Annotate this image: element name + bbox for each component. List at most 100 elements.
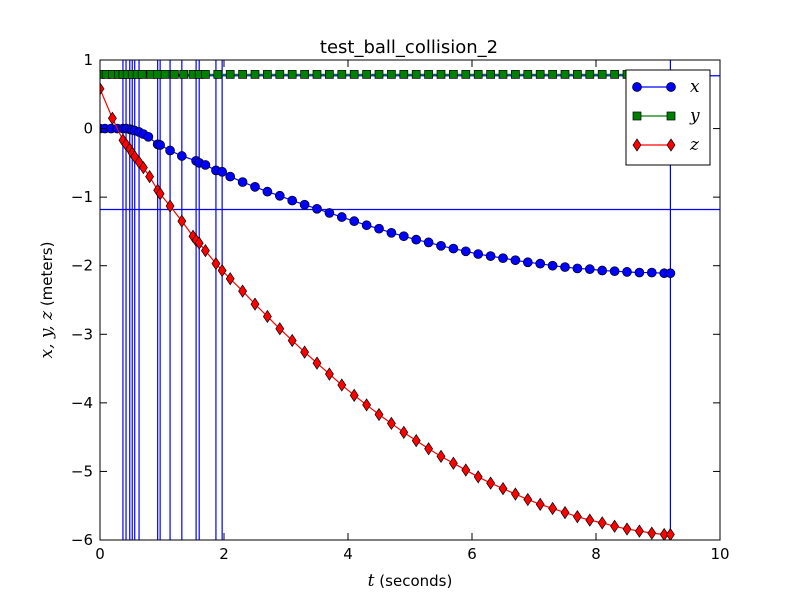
data-point-y [300, 70, 309, 79]
data-point-y [374, 70, 384, 79]
x-tick-label: 2 [219, 545, 229, 563]
data-point-z [510, 487, 520, 501]
data-point-x [597, 265, 608, 276]
data-point-z [424, 442, 434, 456]
data-point-y [137, 70, 147, 79]
data-point-x [176, 151, 187, 161]
data-point-x [250, 182, 260, 192]
data-point-x [560, 262, 570, 272]
data-point-z [138, 161, 148, 175]
y-tick-label: 1 [83, 51, 93, 69]
data-point-z [211, 257, 221, 271]
data-point-y [436, 70, 446, 79]
data-point-z [324, 367, 334, 381]
x-tick-label: 6 [467, 545, 477, 563]
data-point-z [217, 263, 227, 278]
data-point-z [362, 398, 372, 412]
data-point-z [238, 284, 248, 298]
data-point-z [225, 272, 235, 286]
data-point-x [460, 246, 471, 257]
data-point-x [398, 231, 409, 242]
y-tick-label: −3 [71, 325, 93, 343]
data-point-y [597, 70, 607, 79]
data-point-y [511, 70, 520, 79]
data-point-z [647, 526, 657, 540]
data-point-z [107, 111, 117, 125]
data-point-x [200, 160, 211, 170]
data-point-x [374, 223, 384, 234]
data-point-z [597, 516, 607, 530]
data-point-x [584, 264, 595, 274]
data-point-y [312, 70, 322, 79]
data-point-y [461, 70, 471, 79]
x-tick-label: 0 [95, 545, 105, 563]
x-tick-label: 10 [710, 545, 729, 563]
data-point-y [250, 70, 260, 79]
data-point-y [275, 70, 285, 79]
data-point-z [572, 510, 582, 524]
data-point-x [411, 234, 422, 245]
legend-label: x [690, 77, 700, 97]
data-point-z [194, 236, 204, 250]
y-tick-label: −6 [71, 531, 93, 549]
data-point-x [436, 240, 446, 251]
data-point-z [585, 513, 595, 527]
x-tick-label: 4 [343, 545, 353, 563]
data-point-z [448, 456, 458, 470]
data-point-y [153, 70, 163, 79]
data-point-x [386, 227, 397, 238]
data-point-x [143, 131, 154, 142]
y-tick-label: 0 [83, 120, 93, 138]
data-point-x [324, 208, 335, 218]
data-point-x [155, 140, 165, 150]
data-point-z [622, 522, 632, 536]
data-point-y [560, 70, 570, 79]
data-point-x [225, 171, 236, 182]
data-point-y [411, 70, 421, 79]
legend-marker [632, 111, 642, 121]
data-point-y [473, 70, 483, 79]
data-point-y [263, 70, 272, 79]
data-point-x [312, 203, 322, 214]
legend-marker [632, 138, 642, 152]
data-point-x [217, 166, 227, 177]
data-point-z [610, 519, 620, 533]
data-point-x [547, 260, 558, 271]
data-point-x [336, 212, 347, 222]
data-point-z [312, 356, 322, 370]
data-point-x [299, 199, 310, 210]
data-point-x [634, 267, 645, 278]
y-tick-label: −1 [71, 188, 93, 206]
y-axis-label-variable: x, y, z [37, 310, 57, 359]
legend-entry-z: z [632, 135, 700, 155]
data-point-z [486, 476, 496, 490]
y-axis-label: x, y, z (meters) [37, 242, 57, 359]
data-point-z [461, 463, 471, 477]
data-point-x [485, 251, 496, 261]
legend-entry-y: y [632, 106, 700, 126]
data-point-z [275, 322, 285, 336]
data-point-z [337, 378, 347, 392]
data-point-y [573, 70, 582, 79]
data-point-x [237, 177, 248, 187]
data-point-x [361, 220, 372, 231]
y-axis-label-unit: (meters) [38, 242, 56, 307]
data-point-z [411, 433, 421, 448]
data-point-y [337, 70, 347, 79]
data-point-z [165, 199, 175, 213]
data-point-x [274, 190, 285, 201]
data-point-x [622, 267, 632, 277]
data-point-y [399, 70, 409, 79]
data-point-z [498, 481, 508, 496]
chart-title: test_ball_collision_2 [320, 37, 498, 58]
data-point-z [523, 492, 533, 507]
data-point-z [659, 527, 669, 540]
data-point-z [250, 297, 260, 311]
x-axis-label-unit: (seconds) [379, 572, 452, 590]
data-point-z [436, 449, 446, 463]
data-point-z [535, 497, 545, 511]
series-z [100, 82, 675, 540]
data-point-y [179, 70, 189, 79]
